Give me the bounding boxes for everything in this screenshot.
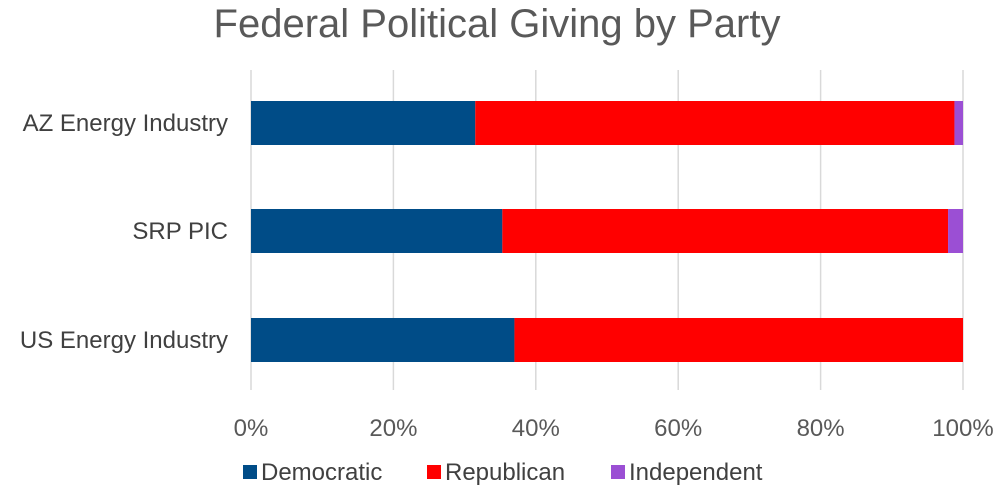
bar-us-energy-industry-democratic xyxy=(251,318,515,362)
bar-srp-pic-independent xyxy=(948,209,963,253)
bar-srp-pic-democratic xyxy=(251,209,503,253)
bars xyxy=(251,101,963,362)
x-tick-label-0: 0% xyxy=(234,415,269,442)
bar-us-energy-industry-republican xyxy=(514,318,963,362)
x-tick-label-20: 20% xyxy=(369,415,417,442)
legend-swatch-independent xyxy=(611,465,625,479)
x-tick-labels: 0% 20% 40% 60% 80% 100% xyxy=(234,415,994,442)
bar-az-energy-industry-independent xyxy=(954,101,963,145)
x-tick-label-80: 80% xyxy=(797,415,845,442)
x-tick-label-100: 100% xyxy=(932,415,993,442)
legend-label-democratic: Democratic xyxy=(261,459,382,486)
bar-az-energy-industry-republican xyxy=(475,101,955,145)
category-label-us-energy-industry: US Energy Industry xyxy=(20,327,228,354)
legend: Democratic Republican Independent xyxy=(243,459,763,486)
category-label-az-energy-industry: AZ Energy Industry xyxy=(23,110,228,137)
legend-label-independent: Independent xyxy=(629,459,763,486)
legend-swatch-democratic xyxy=(243,465,257,479)
legend-swatch-republican xyxy=(427,465,441,479)
bar-srp-pic-republican xyxy=(502,209,949,253)
chart-title: Federal Political Giving by Party xyxy=(214,2,781,46)
x-tick-label-40: 40% xyxy=(512,415,560,442)
legend-label-republican: Republican xyxy=(445,459,565,486)
category-labels: AZ Energy Industry SRP PIC US Energy Indus… xyxy=(20,110,228,354)
category-label-srp-pic: SRP PIC xyxy=(132,218,228,245)
bar-az-energy-industry-democratic xyxy=(251,101,476,145)
x-tick-label-60: 60% xyxy=(654,415,702,442)
